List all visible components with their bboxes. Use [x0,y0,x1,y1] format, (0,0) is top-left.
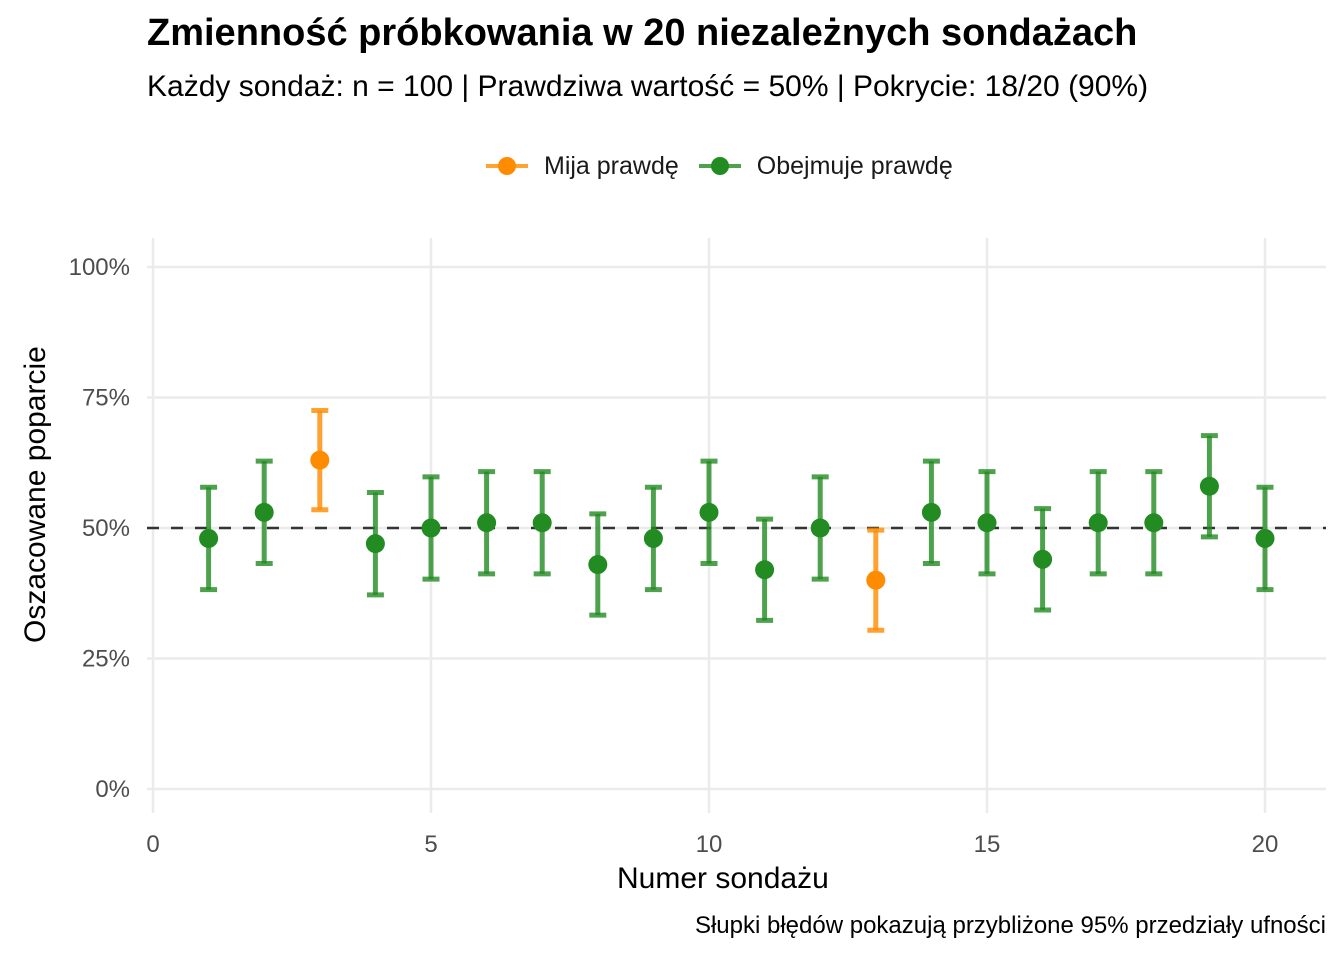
data-point [1144,513,1164,533]
data-point [254,502,274,522]
x-tick-label: 15 [974,831,1001,858]
poll-4 [365,490,385,598]
data-point [810,518,830,538]
poll-1 [199,484,219,593]
x-tick-label: 0 [146,831,159,858]
poll-8 [588,511,608,618]
data-point [421,518,441,538]
data-point [477,513,497,533]
poll-18 [1144,469,1164,577]
chart-title: Zmienność próbkowania w 20 niezależnych … [147,12,1138,54]
poll-13 [866,527,886,633]
chart-subtitle: Każdy sondaż: n = 100 | Prawdziwa wartoś… [147,70,1149,103]
y-tick-label: 75% [82,385,130,412]
poll-12 [810,474,830,582]
data-point [977,513,997,533]
x-tick-label: 5 [424,831,437,858]
poll-16 [1033,506,1053,613]
data-point [699,502,719,522]
data-point [310,450,330,470]
data-point [1199,476,1219,496]
legend-item-covers: Obejmuje prawdę [697,148,953,184]
data-point [588,555,608,575]
poll-15 [977,469,997,577]
legend-dot [710,157,729,175]
y-tick-label: 25% [82,646,130,673]
poll-6 [477,469,497,577]
legend: Mija prawdę Obejmuje prawdę [484,148,971,184]
legend-label: Obejmuje prawdę [756,151,953,180]
tick-labels: 0% 25% 50% 75% 100% 0 5 10 15 20 [69,254,1279,858]
legend-key-misses [484,148,530,184]
poll-11 [755,516,775,623]
x-tick-label: 10 [696,831,723,858]
data-point [365,534,385,554]
data-point [199,528,219,548]
data-point [643,528,663,548]
data-point [1255,528,1275,548]
data-point [755,560,775,580]
legend-item-misses: Mija prawdę [484,148,679,184]
data-marks [199,408,1275,633]
poll-17 [1088,469,1108,577]
data-point [1033,549,1053,569]
legend-dot [498,157,516,175]
y-tick-label: 100% [69,254,130,281]
poll-14 [921,458,941,566]
poll-7 [532,469,552,577]
poll-10 [699,458,719,566]
legend-label: Mija prawdę [544,151,679,180]
data-point [921,502,941,522]
poll-5 [421,474,441,582]
caption: Słupki błędów pokazują przybliżone 95% p… [694,912,1326,939]
x-axis-title: Numer sondażu [617,862,829,895]
poll-9 [643,484,663,593]
data-point [866,570,886,590]
poll-20 [1255,484,1275,593]
data-point [1088,513,1108,533]
x-tick-label: 20 [1252,831,1279,858]
data-point [532,513,552,533]
y-tick-label: 0% [95,776,130,803]
poll-19 [1199,433,1219,540]
legend-key-covers [697,148,743,184]
poll-2 [254,458,274,566]
y-axis-title: Oszacowane poparcie [19,346,52,643]
y-tick-label: 50% [82,515,130,542]
poll-3 [310,408,330,513]
